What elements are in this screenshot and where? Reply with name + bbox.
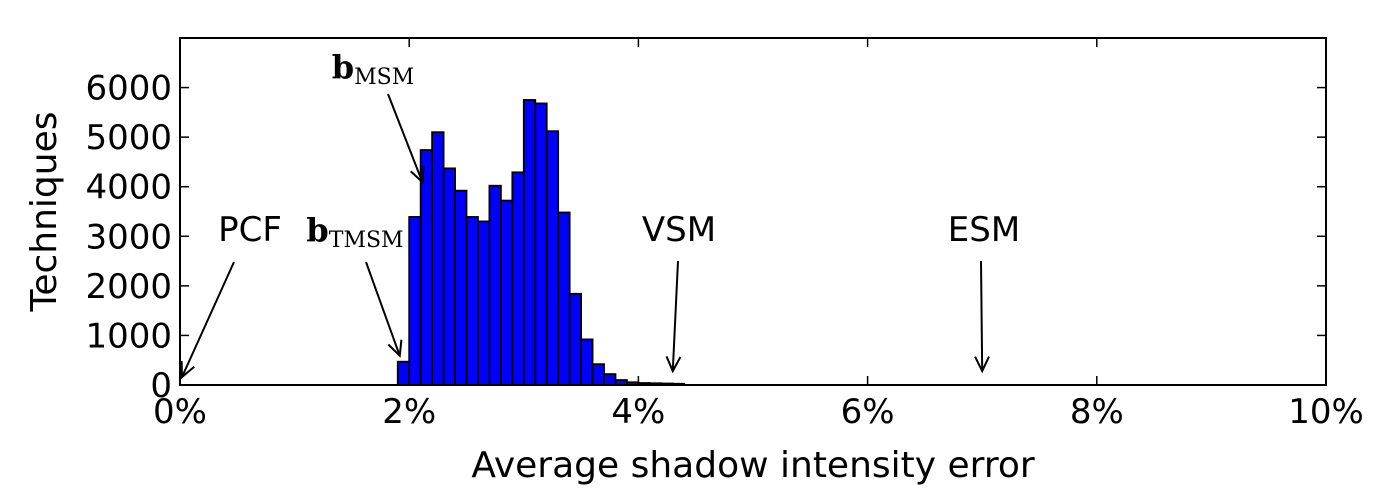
plot-frame bbox=[179, 37, 1327, 386]
histogram-bar bbox=[534, 102, 548, 386]
histogram-bar bbox=[454, 189, 468, 386]
histogram-bar bbox=[396, 360, 411, 386]
annotation-arrowhead bbox=[974, 356, 990, 374]
y-tick-label: 5000 bbox=[85, 118, 172, 158]
histogram-bar bbox=[477, 220, 491, 386]
histogram-bar bbox=[557, 211, 571, 386]
y-tick-label: 3000 bbox=[85, 217, 172, 257]
annotation-arrowhead bbox=[409, 166, 425, 185]
histogram-bar bbox=[442, 167, 456, 386]
x-axis-label: Average shadow intensity error bbox=[471, 445, 1035, 486]
bars-group bbox=[396, 99, 686, 386]
annotation-arrow bbox=[671, 260, 679, 372]
annotation-arrow bbox=[181, 261, 235, 378]
histogram-bar bbox=[511, 171, 525, 386]
histogram-bar bbox=[568, 292, 583, 386]
annotation-symbol: b bbox=[332, 48, 354, 86]
y-tick-label: 4000 bbox=[85, 168, 172, 208]
histogram-bar bbox=[499, 199, 514, 386]
annotation-subscript: TMSM bbox=[329, 228, 404, 253]
annotation-arrow bbox=[365, 261, 401, 357]
annotation-arrowhead bbox=[180, 360, 195, 380]
histogram-bar bbox=[431, 131, 445, 386]
histogram-bar bbox=[545, 130, 560, 386]
histogram-bar bbox=[522, 99, 537, 386]
y-tick-label: 1000 bbox=[85, 316, 172, 356]
x-tick-label: 10% bbox=[1288, 392, 1364, 432]
y-tick-label: 6000 bbox=[85, 69, 172, 109]
histogram-bar bbox=[580, 338, 594, 386]
annotation-arrowhead bbox=[665, 355, 682, 374]
annotation-label: VSM bbox=[642, 210, 716, 250]
x-tick-label: 8% bbox=[1070, 392, 1124, 432]
y-axis-label: Techniques bbox=[24, 111, 65, 312]
annotation-label: bTMSM bbox=[306, 211, 403, 253]
annotation-subscript: MSM bbox=[354, 65, 414, 90]
histogram-bar bbox=[419, 149, 434, 386]
histogram-bar bbox=[408, 216, 422, 386]
annotation-label: PCF bbox=[218, 210, 282, 250]
ticks-group: 0% 2% 4% 6% 8% 10% 0 1000 2000 3000 4000 5000 6000 bbox=[85, 38, 1364, 432]
annotation-symbol: b bbox=[306, 211, 328, 249]
annotation-label: bMSM bbox=[332, 48, 415, 90]
annotation-arrowhead bbox=[387, 339, 403, 358]
x-tick-label: 2% bbox=[382, 392, 436, 432]
annotation-arrow bbox=[387, 93, 424, 183]
histogram-bar bbox=[603, 373, 617, 386]
x-tick-label: 4% bbox=[611, 392, 665, 432]
y-tick-label: 2000 bbox=[85, 267, 172, 307]
annotation-label: ESM bbox=[948, 210, 1020, 250]
histogram-bar bbox=[488, 184, 502, 386]
histogram-bar bbox=[591, 363, 605, 386]
annotation-arrow bbox=[980, 260, 984, 372]
histogram-bar bbox=[465, 216, 479, 386]
x-tick-label: 0% bbox=[153, 392, 207, 432]
x-tick-label: 6% bbox=[841, 392, 895, 432]
y-tick-label: 0 bbox=[150, 366, 172, 406]
